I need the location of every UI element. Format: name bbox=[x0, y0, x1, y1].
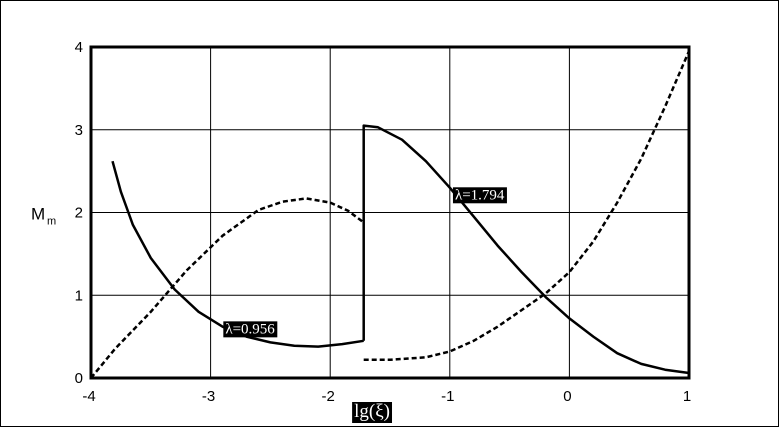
y-tick-label-1: 1 bbox=[75, 287, 83, 304]
plot-area bbox=[89, 45, 691, 380]
annotation-0: λ=0.956 bbox=[223, 321, 278, 338]
annotation-text-1: λ=1.794 bbox=[455, 187, 505, 203]
y-tick-label-3: 3 bbox=[75, 122, 83, 139]
annotation-1: λ=1.794 bbox=[452, 187, 507, 204]
annotation-text-0: λ=0.956 bbox=[225, 321, 275, 337]
y-axis-label-subscript: m bbox=[47, 216, 56, 228]
x-tick-label-2: -2 bbox=[322, 388, 335, 405]
y-tick-label-0: 0 bbox=[75, 370, 83, 387]
x-axis-label: lg(ξ) bbox=[352, 401, 393, 423]
grid bbox=[91, 47, 689, 378]
annotation-box-0 bbox=[223, 321, 278, 338]
axis-labels: lg(ξ) M m bbox=[31, 205, 393, 423]
x-tick-label-3: -1 bbox=[441, 388, 454, 405]
series-layer bbox=[90, 50, 691, 379]
x-tick-labels: -4 -3 -2 -1 0 1 bbox=[82, 388, 691, 405]
x-axis-label-box bbox=[352, 402, 393, 423]
annotations: λ=0.956 λ=1.794 bbox=[223, 187, 507, 338]
x-axis-label-text: lg(ξ) bbox=[354, 401, 390, 422]
x-tick-label-4: 0 bbox=[563, 388, 571, 405]
x-tick-label-0: -4 bbox=[82, 388, 95, 405]
y-tick-labels: 0 1 2 3 4 bbox=[75, 39, 83, 387]
x-tick-label-1: -3 bbox=[202, 388, 215, 405]
series-line-3 bbox=[363, 50, 691, 362]
annotation-box-1 bbox=[452, 187, 507, 204]
series-line-1 bbox=[90, 197, 365, 379]
series-line-0 bbox=[111, 160, 364, 348]
y-tick-label-4: 4 bbox=[75, 39, 83, 56]
y-axis-label: M bbox=[31, 205, 45, 224]
y-tick-label-2: 2 bbox=[75, 205, 83, 222]
x-tick-label-5: 1 bbox=[683, 388, 691, 405]
series-line-2 bbox=[362, 124, 690, 375]
